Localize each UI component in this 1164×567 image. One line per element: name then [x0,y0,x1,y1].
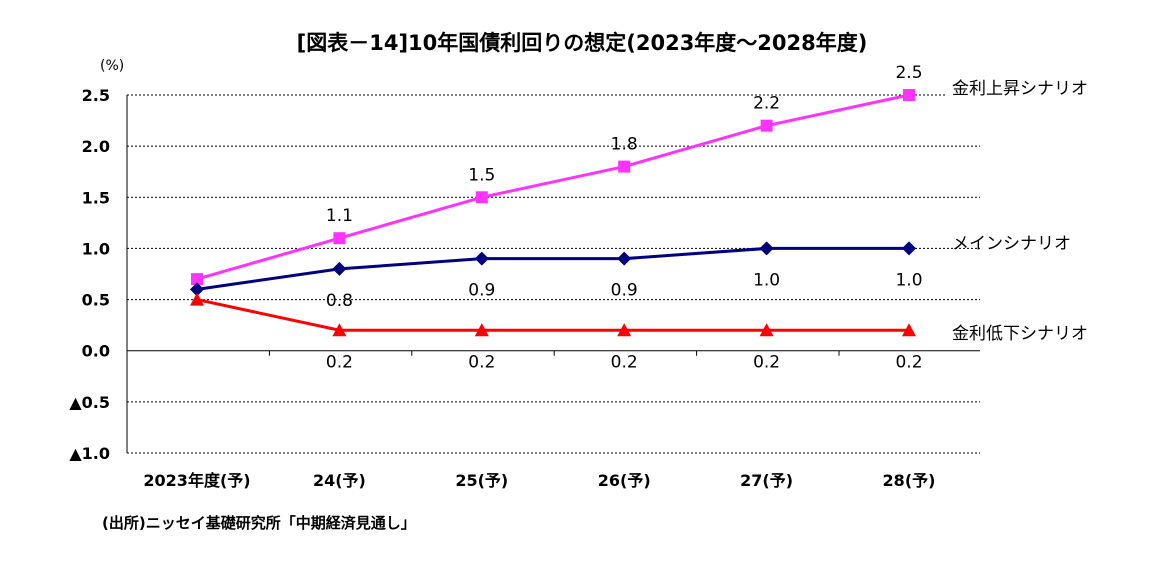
y-tick-label: 2.5 [82,86,110,105]
data-point [333,232,346,245]
data-point [618,160,631,173]
series-label: 金利低下シナリオ [952,324,1088,344]
data-point [902,323,916,337]
x-tick-label: 25(予) [455,471,508,490]
data-point [332,323,347,337]
x-tick-label: 27(予) [740,471,793,490]
data-point [191,273,203,286]
chart-title: [図表－14]10年国債利回りの想定(2023年度～2028年度) [297,31,868,55]
data-point [759,323,774,337]
series-line [196,246,909,291]
data-label: 0.9 [611,281,638,301]
data-point [190,292,204,306]
data-point [617,323,632,337]
y-tick-label: 1.0 [82,239,110,258]
y-tick-label: 0.0 [82,342,110,361]
data-point [190,282,204,297]
data-label: 1.0 [753,270,780,290]
data-label: 2.2 [753,94,780,114]
source-note: (出所)ニッセイ基礎研究所「中期経済見通し」 [102,514,416,532]
axes [126,95,980,453]
y-tick-label: 0.5 [82,291,110,310]
data-label: 0.2 [326,353,353,373]
series-label: 金利上昇シナリオ [952,79,1088,99]
data-point [903,89,915,101]
y-tick-label: 2.0 [82,137,110,156]
y-tick-label: ▲0.5 [69,393,110,412]
series-label: メインシナリオ [952,234,1071,254]
data-label: 1.0 [895,270,922,290]
gridlines [127,94,980,454]
data-label: 1.5 [468,165,495,185]
y-axis-unit: (%) [100,58,124,74]
x-tick-labels: 2023年度(予) 24(予) 25(予) 26(予) 27(予) 28(予) [143,471,935,490]
data-label: 0.2 [611,353,638,373]
data-point [474,323,489,337]
data-point [902,241,916,256]
x-tick-label: 28(予) [883,471,936,490]
data-point [474,251,489,266]
series-markers [190,89,916,337]
x-tick-label: 2023年度(予) [143,471,250,490]
series-lines [196,93,910,332]
data-point [475,191,488,204]
data-labels: 1.1 1.5 1.8 2.2 2.5 0.8 0.9 0.9 1.0 1.0 0.2 0.2 0.2 0… [326,63,923,373]
y-tick-labels: 2.5 2.0 1.5 1.0 0.5 0.0 ▲0.5 ▲1.0 [69,86,110,463]
data-point [332,261,347,276]
data-label: 0.2 [468,353,495,373]
data-label: 0.2 [895,353,922,373]
series-line [196,93,910,281]
data-label: 1.8 [611,135,638,155]
series-line [196,298,909,332]
y-tick-label: ▲1.0 [69,444,110,463]
data-point [759,241,774,256]
x-tick-label: 24(予) [313,471,366,490]
y-tick-label: 1.5 [82,188,110,207]
x-tick-label: 26(予) [598,471,651,490]
data-point [617,251,632,266]
data-label: 1.1 [326,206,353,226]
data-label: 0.8 [326,291,353,311]
data-label: 0.9 [468,281,495,301]
data-label: 2.5 [895,63,922,83]
data-label: 0.2 [753,353,780,373]
data-point [760,119,773,132]
